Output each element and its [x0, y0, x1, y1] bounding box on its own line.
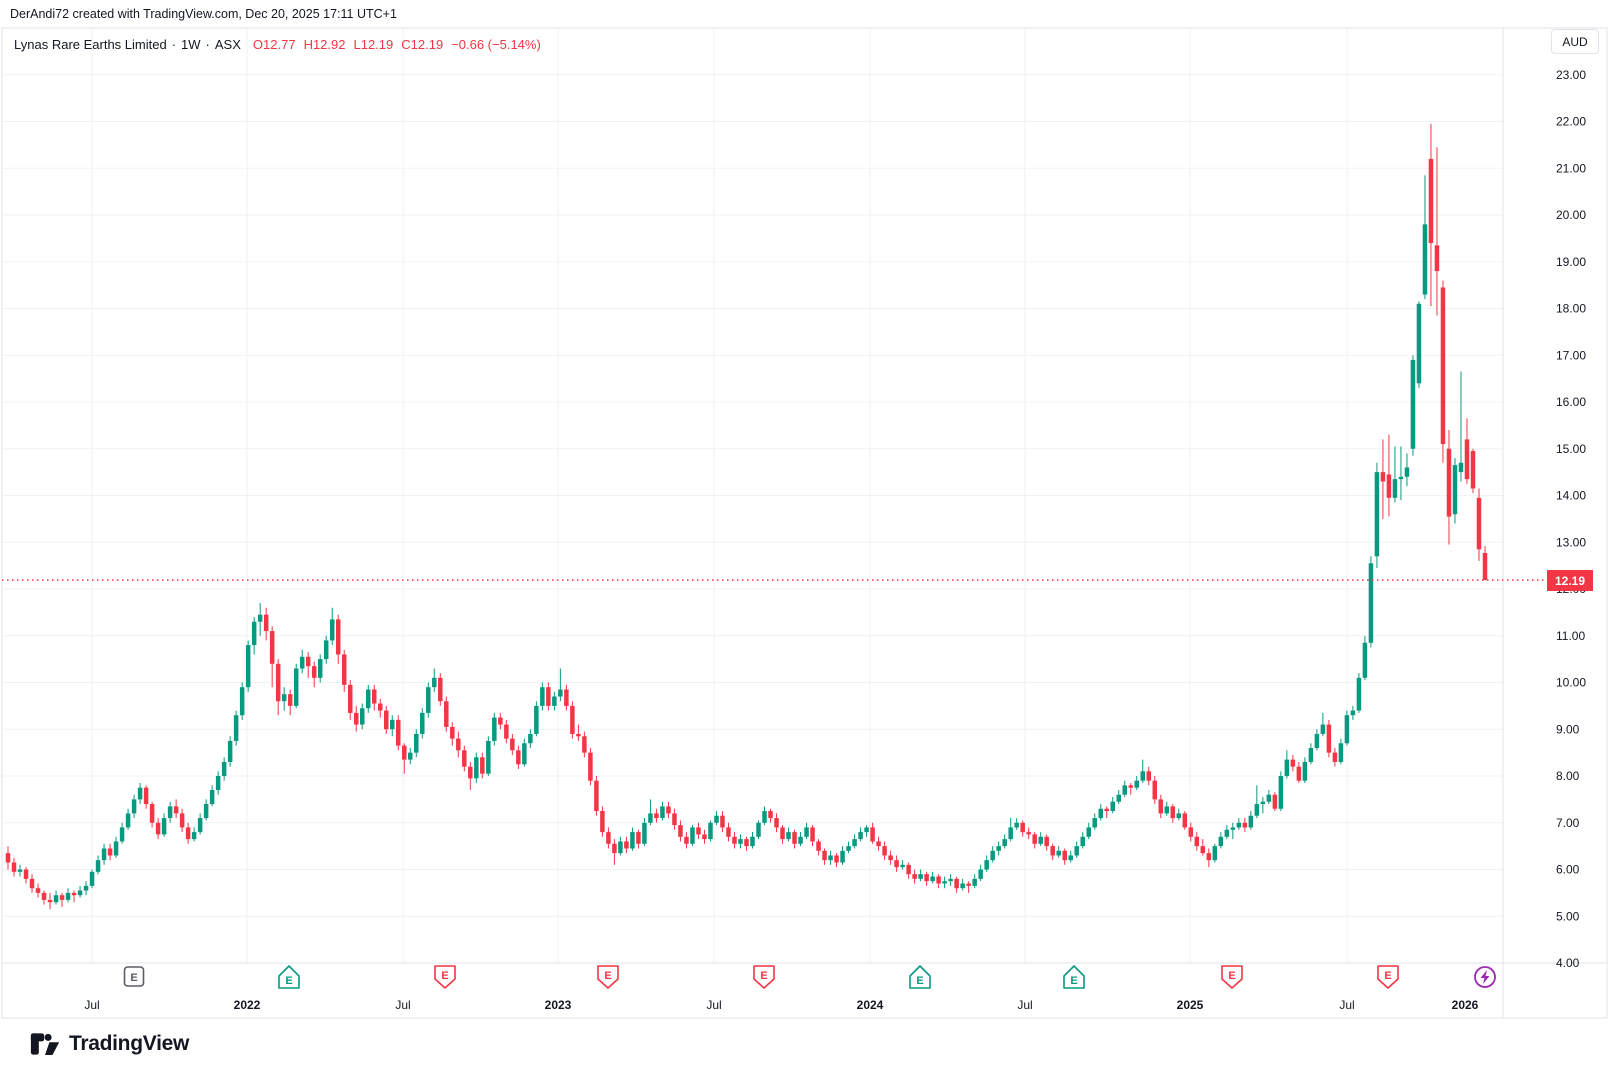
- price-tick-label: 6.00: [1556, 863, 1580, 877]
- legend-separator: ·: [171, 37, 177, 52]
- price-tick-label: 9.00: [1556, 722, 1580, 736]
- earnings-up-green-icon[interactable]: E: [1063, 965, 1085, 989]
- price-tick-label: 15.00: [1556, 442, 1586, 456]
- earnings-down-red-icon[interactable]: E: [434, 965, 456, 989]
- price-tick-label: 4.00: [1556, 956, 1580, 970]
- time-tick-label: 2023: [545, 998, 572, 1012]
- price-tick-label: 20.00: [1556, 208, 1586, 222]
- tradingview-footer[interactable]: TradingView: [30, 1030, 189, 1058]
- candles-series[interactable]: [5, 123, 1488, 910]
- price-tick-label: 18.00: [1556, 302, 1586, 316]
- time-tick-label: 2026: [1452, 998, 1479, 1012]
- price-tick-label: 5.00: [1556, 909, 1580, 923]
- svg-text:E: E: [916, 975, 923, 987]
- price-tick-label: 10.00: [1556, 676, 1586, 690]
- ohlc-close: C12.19: [401, 37, 444, 52]
- time-tick-label: Jul: [84, 998, 99, 1012]
- change-value: −0.66 (−5.14%): [451, 37, 541, 52]
- ohlc-open: O12.77: [252, 37, 296, 52]
- ohlc-high: H12.92: [303, 37, 346, 52]
- time-tick-label: Jul: [395, 998, 410, 1012]
- time-tick-label: 2022: [234, 998, 261, 1012]
- last-price-label: 12.19: [1547, 570, 1593, 591]
- earnings-square-gray-icon[interactable]: E: [123, 966, 145, 987]
- price-tick-label: 17.00: [1556, 348, 1586, 362]
- grid: [2, 28, 1503, 964]
- creator-attribution: DerAndi72 created with TradingView.com, …: [10, 7, 397, 21]
- legend-separator: ·: [205, 37, 210, 52]
- svg-text:E: E: [1070, 975, 1077, 987]
- price-tick-label: 23.00: [1556, 68, 1586, 82]
- earnings-up-green-icon[interactable]: E: [278, 965, 300, 989]
- earnings-down-red-icon[interactable]: E: [753, 965, 775, 989]
- interval-label: 1W: [181, 37, 201, 52]
- svg-text:E: E: [285, 975, 292, 987]
- price-tick-label: 8.00: [1556, 769, 1580, 783]
- currency-chip[interactable]: AUD: [1551, 29, 1599, 54]
- time-axis[interactable]: Jul 2022 Jul 2023 Jul 2024 Jul 2025 Jul 2026: [84, 998, 1478, 1012]
- svg-text:E: E: [441, 970, 448, 982]
- ohlc-low: L12.19: [353, 37, 394, 52]
- price-tick-label: 11.00: [1556, 629, 1585, 643]
- time-tick-label: Jul: [1339, 998, 1354, 1012]
- price-axis[interactable]: 23.00 22.00 21.00 20.00 19.00 18.00 17.00 16.00…: [1556, 68, 1586, 970]
- flash-purple-icon[interactable]: [1474, 966, 1496, 988]
- time-tick-label: 2024: [857, 998, 884, 1012]
- svg-text:E: E: [604, 970, 611, 982]
- earnings-up-green-icon[interactable]: E: [909, 965, 931, 989]
- chart-frame-borders: [1, 27, 1608, 1019]
- price-tick-label: 21.00: [1556, 161, 1586, 175]
- tradingview-logo-icon: [30, 1033, 60, 1056]
- time-tick-label: Jul: [1017, 998, 1032, 1012]
- price-tick-label: 16.00: [1556, 395, 1586, 409]
- earnings-down-red-icon[interactable]: E: [1221, 965, 1243, 989]
- exchange-label: ASX: [214, 37, 241, 52]
- price-tick-label: 19.00: [1556, 255, 1586, 269]
- time-tick-label: Jul: [706, 998, 721, 1012]
- symbol-legend: Lynas Rare Earths Limited · 1W · ASX O12…: [14, 37, 541, 52]
- svg-text:E: E: [1384, 970, 1391, 982]
- tradingview-brand-text: TradingView: [69, 1032, 190, 1055]
- time-tick-label: 2025: [1177, 998, 1204, 1012]
- price-tick-label: 14.00: [1556, 489, 1586, 503]
- price-tick-label: 22.00: [1556, 115, 1586, 129]
- price-tick-label: 13.00: [1556, 535, 1586, 549]
- earnings-down-red-icon[interactable]: E: [1377, 965, 1399, 989]
- svg-text:E: E: [1228, 970, 1235, 982]
- earnings-down-red-icon[interactable]: E: [597, 965, 619, 989]
- svg-text:E: E: [130, 972, 137, 984]
- price-tick-label: 7.00: [1556, 816, 1580, 830]
- symbol-name: Lynas Rare Earths Limited: [14, 37, 167, 52]
- svg-text:E: E: [760, 970, 767, 982]
